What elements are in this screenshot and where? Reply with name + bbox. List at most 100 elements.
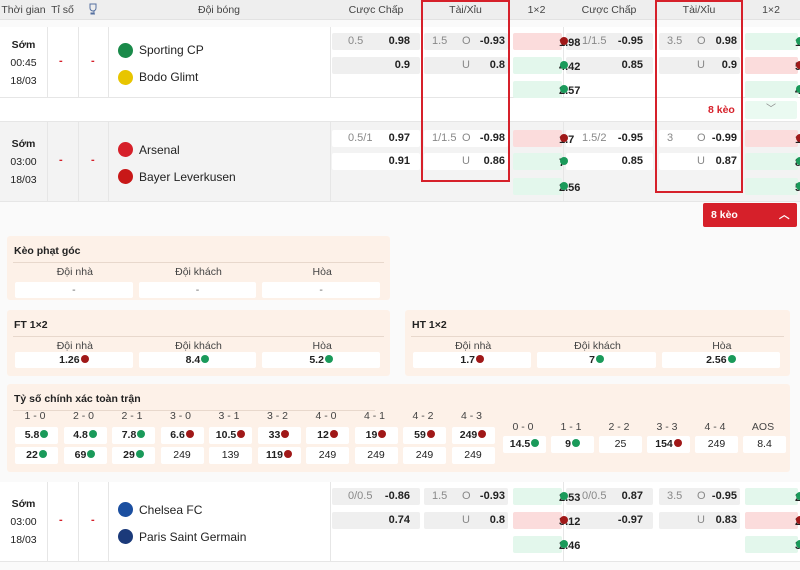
1x2-ft-odds[interactable]: 4.42 (513, 57, 580, 74)
score-odds[interactable]: 249 (306, 447, 349, 464)
1x2-ht-odds[interactable]: 2.08 (745, 488, 800, 505)
away-team[interactable]: Bodo Glimt (118, 69, 198, 85)
1x2-ht-odds[interactable]: 2.87 (745, 512, 800, 529)
handicap-ft-odds[interactable]: 0.91 (332, 153, 420, 170)
handicap-ht-odds[interactable]: 0/0.5 0.87 (566, 488, 653, 505)
home-team[interactable]: Chelsea FC (118, 502, 202, 517)
overunder-ft-odds[interactable]: U 0.86 (424, 153, 508, 170)
handicap-ft-odds[interactable]: 0.74 (332, 512, 420, 529)
handicap-ft-odds[interactable]: 0.5 0.98 (332, 33, 420, 50)
1x2-ht-odds[interactable]: 1.26 (745, 130, 800, 147)
ft-1x2-card-price: 8.4 (185, 354, 201, 366)
overunder-ft-odds[interactable]: 1/1.5 O -0.98 (424, 130, 508, 147)
ht-1x2-card: HT 1×2 Đội nhà 1.7 Đội khách 7 Hòa 2.56 (405, 310, 790, 376)
expand-button[interactable]: ﹀ (745, 101, 797, 119)
score-odds[interactable]: 19 (354, 427, 398, 444)
match-row[interactable]: Sớm 03:00 18/03 - - Chelsea FC Paris Saint Ger… (0, 482, 800, 562)
overunder-ht-odds[interactable]: U 0.9 (659, 57, 740, 74)
home-team[interactable]: Sporting CP (118, 42, 204, 58)
1x2-ft-odds[interactable]: 2.46 (513, 536, 580, 553)
ht-1x2-card-value[interactable]: 7 (537, 352, 656, 368)
home-team[interactable]: Arsenal (118, 142, 180, 157)
1x2-ft-odds[interactable]: 2.56 (513, 178, 580, 195)
handicap-ft-odds[interactable]: 0.5/1 0.97 (332, 130, 420, 147)
header-teams: Đội bóng (197, 4, 241, 16)
handicap-ht-odds[interactable]: 0.85 (566, 57, 653, 74)
overunder-ht-odds[interactable]: U 0.87 (659, 153, 740, 170)
handicap-ht-odds[interactable]: 1.5/2 -0.95 (566, 130, 653, 147)
1x2-ht-odds[interactable]: 8.4 (745, 153, 800, 170)
overunder-ft-side: U (462, 155, 470, 167)
ht-1x2-card-label: Hòa (712, 340, 732, 352)
score-odds[interactable]: 10.5 (209, 427, 252, 444)
1x2-ht-odds[interactable]: 4.53 (745, 81, 800, 98)
ht-1x2-card-value[interactable]: 2.56 (661, 352, 780, 368)
column-divider (47, 27, 48, 97)
ft-1x2-card-value[interactable]: 1.26 (15, 352, 133, 368)
1x2-ft-odds[interactable]: 2.53 (513, 488, 580, 505)
score-odds[interactable]: 7.8 (112, 427, 155, 444)
1x2-ht-odds[interactable]: 3.66 (745, 536, 800, 553)
corner-kick-card-value[interactable]: - (15, 282, 133, 298)
score-odds[interactable]: 249 (695, 436, 738, 453)
corner-kick-card-value[interactable]: - (262, 282, 380, 298)
score-odds[interactable]: 29 (112, 447, 155, 464)
score-odds[interactable]: 119 (257, 447, 301, 464)
home-team-logo-icon (118, 42, 133, 58)
score-odds[interactable]: 5.8 (15, 427, 58, 444)
away-team[interactable]: Paris Saint Germain (118, 529, 246, 544)
1x2-ht-odds[interactable]: 5 (745, 57, 800, 74)
match-row[interactable]: Sớm 00:45 18/03- - Sporting CP Bodo Glimt 0.5 0… (0, 27, 800, 98)
score-odds[interactable]: 9 (551, 436, 594, 453)
handicap-ft-odds[interactable]: 0.9 (332, 57, 420, 74)
ht-1x2-card-value[interactable]: 1.7 (413, 352, 532, 368)
1x2-ft-odds[interactable]: 7 (513, 153, 568, 170)
score-price: 249 (367, 449, 385, 461)
overunder-ft-odds[interactable]: 1.5 O -0.93 (424, 33, 508, 50)
ft-1x2-card-value[interactable]: 5.2 (262, 352, 380, 368)
score-odds[interactable]: 69 (63, 447, 107, 464)
more-markets-link[interactable]: 8 kèo (708, 104, 735, 116)
score-odds[interactable]: 59 (403, 427, 446, 444)
score-odds[interactable]: 33 (257, 427, 301, 444)
overunder-ht-odds[interactable]: 3.5 O 0.98 (659, 33, 740, 50)
score-price: 7.8 (121, 429, 137, 441)
score-odds[interactable]: 22 (15, 447, 58, 464)
handicap-ft-odds[interactable]: 0/0.5 -0.86 (332, 488, 420, 505)
score-odds[interactable]: 249 (451, 447, 495, 464)
score-odds[interactable]: 12 (306, 427, 349, 444)
score-odds[interactable]: 8.4 (743, 436, 786, 453)
overunder-ft-odds[interactable]: U 0.8 (424, 57, 508, 74)
1x2-ft-odds[interactable]: 1.7 (513, 130, 574, 147)
corner-kick-card-value[interactable]: - (138, 282, 257, 298)
score-odds[interactable]: 6.6 (160, 427, 204, 444)
1x2-ft-odds[interactable]: 1.98 (513, 33, 580, 50)
1x2-ft-odds[interactable]: 3.12 (513, 512, 580, 529)
overunder-ft-odds[interactable]: 1.5 O -0.93 (424, 488, 508, 505)
score-odds[interactable]: 249 (451, 427, 495, 444)
1x2-ht-odds[interactable]: 5.2 (745, 178, 800, 195)
score-odds[interactable]: 25 (599, 436, 642, 453)
match-row[interactable]: Sớm 03:00 18/03 - - Arsenal Bayer Leverkusen 0.… (0, 122, 800, 202)
overunder-ft-odds[interactable]: U 0.8 (424, 512, 508, 529)
1x2-ht-odds[interactable]: 1.46 (745, 33, 800, 50)
away-team[interactable]: Bayer Leverkusen (118, 169, 236, 184)
collapse-markets-button[interactable]: 8 kèo ︿ (703, 203, 797, 227)
overunder-ht-odds[interactable]: U 0.83 (659, 512, 740, 529)
ft-1x2-card-value[interactable]: 8.4 (138, 352, 257, 368)
corner-kick-card-label: Đội khách (175, 266, 222, 278)
score-odds[interactable]: 139 (209, 447, 252, 464)
score-odds[interactable]: 249 (403, 447, 446, 464)
score-odds[interactable]: 14.5 (503, 436, 546, 453)
score-odds[interactable]: 154 (647, 436, 690, 453)
handicap-ht-odds[interactable]: 1/1.5 -0.95 (566, 33, 653, 50)
1x2-ft-odds[interactable]: 2.57 (513, 81, 580, 98)
overunder-ht-odds[interactable]: 3 O -0.99 (659, 130, 740, 147)
overunder-ft-price: -0.93 (479, 490, 505, 502)
overunder-ht-odds[interactable]: 3.5 O -0.95 (659, 488, 740, 505)
handicap-ht-odds[interactable]: -0.97 (566, 512, 653, 529)
score-odds[interactable]: 249 (354, 447, 398, 464)
handicap-ht-odds[interactable]: 0.85 (566, 153, 653, 170)
score-odds[interactable]: 4.8 (63, 427, 107, 444)
score-odds[interactable]: 249 (160, 447, 204, 464)
